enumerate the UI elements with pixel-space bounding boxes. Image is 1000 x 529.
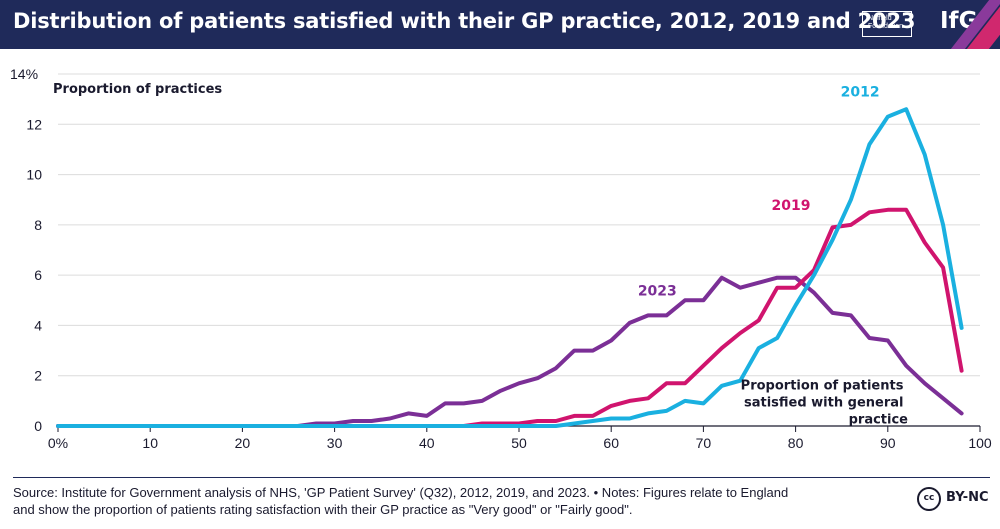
y-tick-label: 4 [34, 317, 42, 333]
source-line: Source: Institute for Government analysi… [13, 485, 789, 500]
x-axis-ticks: 0% 10 20 30 40 50 60 70 80 90 100 [48, 426, 992, 451]
x-tick-label: 40 [419, 435, 435, 451]
y-tick-label: 2 [34, 368, 42, 384]
y-axis-ticks: 0 2 4 6 8 10 12 14% [10, 66, 42, 434]
x-tick-label: 70 [696, 435, 712, 451]
series-line-2019 [56, 207, 964, 428]
y-tick-label: 10 [26, 167, 42, 183]
x-axis-label-line: satisfied with general [744, 395, 904, 410]
x-tick-label: 80 [788, 435, 804, 451]
y-tick-label: 14% [10, 66, 38, 82]
footer-divider [13, 477, 990, 478]
series-line-2012 [56, 107, 964, 428]
x-tick-label: 20 [235, 435, 251, 451]
x-axis-label: Proportion of patients satisfied with ge… [741, 378, 909, 427]
source-note: Source: Institute for Government analysi… [13, 485, 913, 518]
series-line-2023 [56, 275, 964, 428]
x-tick-label: 0% [48, 435, 68, 451]
y-tick-label: 6 [34, 267, 42, 283]
x-tick-label: 10 [142, 435, 158, 451]
x-tick-label: 90 [880, 435, 896, 451]
chart-title: Distribution of patients satisfied with … [13, 9, 916, 33]
series-lines [56, 107, 964, 428]
y-axis-label: Proportion of practices [53, 82, 222, 97]
line-chart: 0 2 4 6 8 10 12 14% 0% 10 20 30 40 50 60 70 80 90 100 Pro… [10, 66, 992, 451]
grid-lines [58, 73, 980, 427]
y-tick-label: 12 [26, 116, 42, 132]
x-tick-label: 50 [511, 435, 527, 451]
creative-commons-icon: cc [917, 487, 941, 511]
x-tick-label: 100 [968, 435, 992, 451]
series-label-2012: 2012 [841, 85, 880, 101]
x-axis-label-line: practice [849, 412, 909, 427]
y-tick-label: 0 [34, 418, 42, 434]
series-label-2023: 2023 [638, 283, 677, 299]
x-axis-label-line: Proportion of patients [741, 378, 904, 393]
y-tick-label: 8 [34, 217, 42, 233]
x-tick-label: 60 [603, 435, 619, 451]
nuffield-foundation-logo: Nuffield Foundation [862, 11, 912, 37]
source-line: and show the proportion of patients rati… [13, 501, 633, 517]
license-label: BY-NC [946, 490, 989, 505]
series-label-2019: 2019 [772, 198, 811, 214]
header-bar: Distribution of patients satisfied with … [0, 0, 1000, 49]
series-labels: 2012 2019 2023 [638, 85, 880, 300]
x-tick-label: 30 [327, 435, 343, 451]
